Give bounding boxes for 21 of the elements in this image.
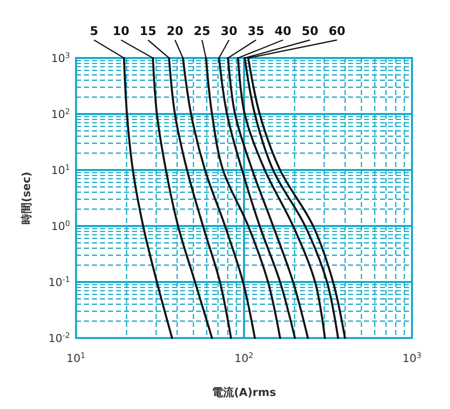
text: 60 (328, 24, 346, 38)
y-tick-label: 10$^{-2}$ (48, 330, 70, 345)
series-label: 30 (220, 24, 238, 38)
x-tick-label: 10$^{1}$ (66, 350, 86, 365)
text: 40 (274, 24, 292, 38)
text: 10 (112, 24, 130, 38)
y-tick-label: 10$^{0}$ (51, 218, 70, 233)
text: 35 (248, 24, 264, 38)
y-tick-label: 10$^{-1}$ (48, 274, 70, 289)
y-tick-label: 10$^{1}$ (51, 162, 70, 177)
x-tick-label: 10$^{2}$ (234, 350, 254, 365)
x-axis-title: 電流(A)rms (212, 386, 276, 399)
y-tick-label: 10$^{2}$ (51, 106, 70, 121)
series-label: 15 (140, 24, 156, 38)
series-label: 25 (194, 24, 210, 38)
text: 50 (302, 24, 318, 38)
x-tick-label: 10$^{3}$ (402, 350, 422, 365)
y-axis-title: 時間(sec) (20, 172, 33, 224)
series-label: 20 (166, 24, 184, 38)
y-tick-label: 10$^{3}$ (51, 50, 70, 65)
text: 5 (90, 24, 98, 38)
